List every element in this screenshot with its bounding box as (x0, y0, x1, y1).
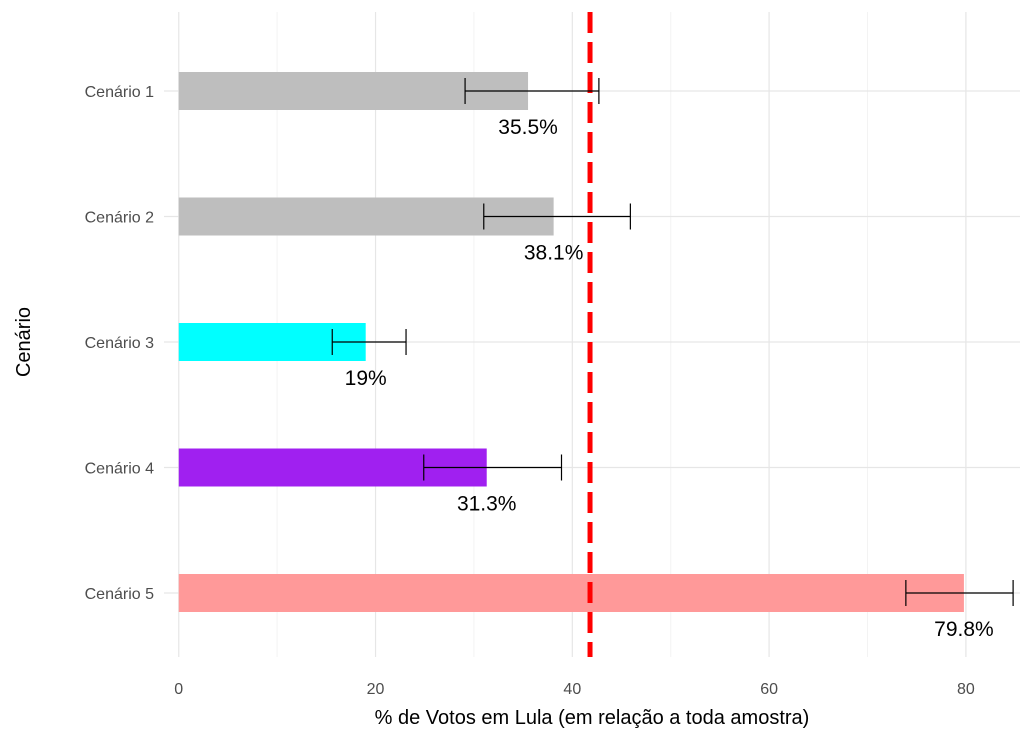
data-labels: 35.5% 38.1% 19% 31.3% 79.8% (345, 116, 994, 641)
data-label: 79.8% (934, 618, 994, 641)
x-tick-labels: 0 20 40 60 80 (174, 681, 975, 698)
x-tick-label: 20 (367, 681, 385, 698)
x-tick-label: 80 (957, 681, 975, 698)
x-tick-label: 60 (760, 681, 778, 698)
bar (178, 574, 964, 612)
data-label: 35.5% (498, 116, 558, 139)
x-tick-label: 0 (174, 681, 183, 698)
data-label: 31.3% (457, 493, 517, 516)
y-tick-label: Cenário 4 (85, 461, 154, 478)
error-bars (331, 78, 1014, 606)
y-tick-label: Cenário 3 (85, 335, 154, 352)
y-axis-title: Cenário (13, 307, 35, 377)
y-tick-label: Cenário 5 (85, 586, 154, 603)
y-tick-labels: Cenário 1 Cenário 2 Cenário 3 Cenário 4 Cená… (85, 84, 154, 603)
x-tick-label: 40 (563, 681, 581, 698)
x-axis-title: % de Votos em Lula (em relação a toda am… (375, 707, 810, 729)
data-label: 19% (345, 367, 387, 390)
data-label: 38.1% (524, 242, 584, 265)
y-tick-label: Cenário 2 (85, 210, 154, 227)
y-tick-label: Cenário 1 (85, 84, 154, 101)
